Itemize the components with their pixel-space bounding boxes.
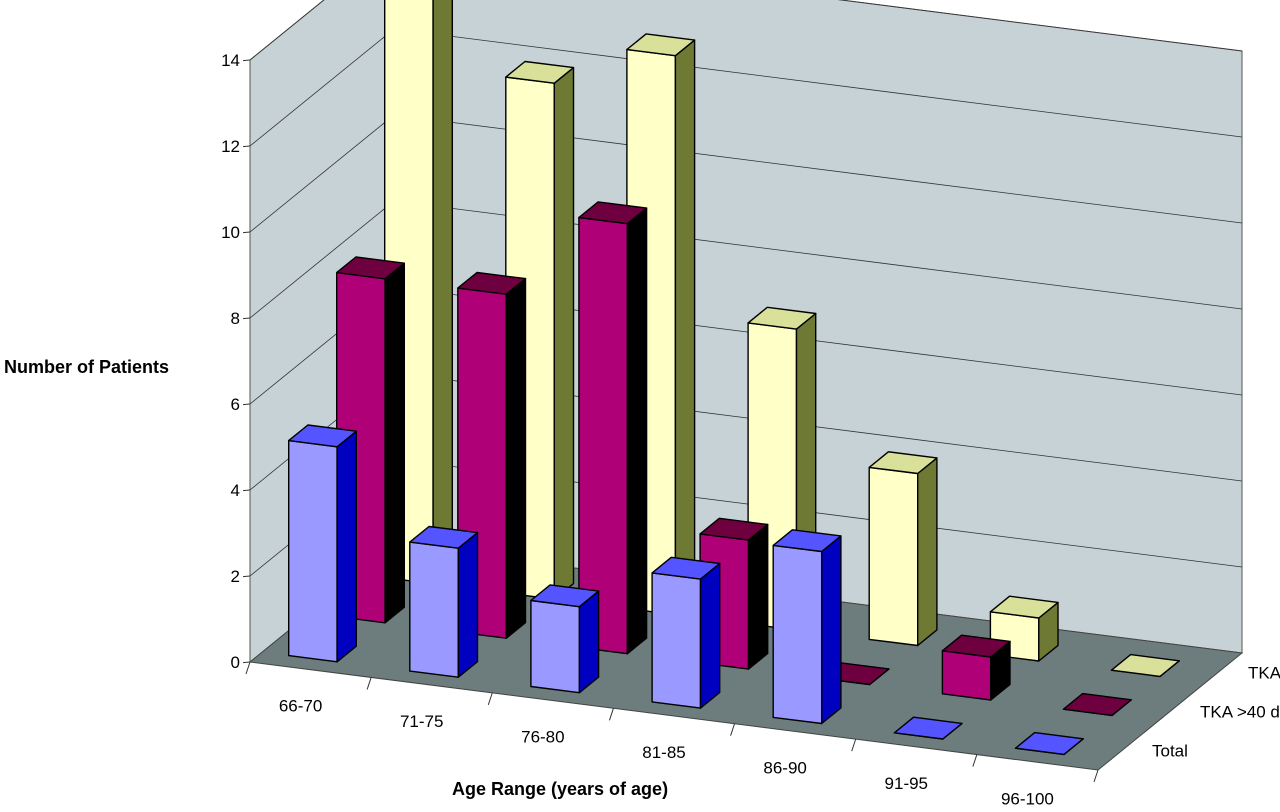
y-tick-mark [242, 317, 251, 320]
bar-total-96-100 [1110, 653, 1180, 678]
bar-tka-40-deg-66-70 [336, 256, 405, 624]
x-tick-label: 81-85 [642, 743, 685, 762]
bar-front [868, 466, 919, 647]
bar-side [384, 262, 405, 624]
bar-top [747, 306, 817, 330]
bar-top [989, 595, 1059, 619]
series-label: TKA <40 deg [1248, 664, 1280, 683]
x-tick-mark [972, 754, 978, 767]
x-tick-mark [1093, 769, 1099, 783]
y-tick-mark [242, 403, 251, 406]
x-tick-label: 96-100 [1001, 789, 1054, 808]
bar-total-91-95 [989, 595, 1059, 662]
bar-top [941, 634, 1011, 658]
x-tick-mark [245, 661, 251, 675]
x-tick-mark [730, 723, 736, 736]
bar-side [505, 277, 527, 639]
x-tick-mark [487, 692, 493, 706]
bar-tka-40-deg-96-100 [1062, 692, 1132, 717]
series-label: Total [1152, 742, 1188, 761]
x-tick-mark [608, 708, 614, 721]
bar-front [651, 572, 702, 709]
bar-tka-40-deg-76-80 [530, 584, 600, 694]
x-tick-label: 76-80 [521, 728, 564, 747]
y-axis-title: Number of Patients [4, 357, 169, 377]
bar-top [1062, 692, 1132, 717]
x-tick-mark [851, 738, 857, 752]
bar-top [868, 451, 938, 475]
bar-tka-40-deg-91-95 [893, 716, 963, 740]
x-axis-title: Age Range (years of age) [452, 779, 668, 799]
bar-top [505, 60, 575, 84]
y-tick-label: 6 [231, 395, 240, 414]
y-tick-label: 0 [231, 653, 240, 672]
bar-side [699, 562, 721, 709]
bar-front [578, 216, 629, 655]
gridline [249, 0, 1243, 61]
x-tick-mark [366, 677, 372, 690]
bar-tka-40-deg-81-85 [651, 556, 721, 709]
bar-side [674, 39, 696, 616]
y-tick-mark [242, 575, 251, 578]
bar-side [578, 590, 600, 694]
bar-side [747, 523, 769, 670]
bar-top [336, 256, 405, 280]
bar-top [772, 529, 842, 553]
bar-front [772, 544, 823, 725]
y-tick-label: 12 [221, 137, 240, 156]
bar-top [1110, 653, 1180, 678]
bar-side [917, 457, 938, 647]
bar-top [893, 716, 963, 740]
chart-labels: 0 2 4 6 8 10 12 14 66-70 71-75 76-80 81-85 86-90 91-9… [221, 51, 1280, 808]
bar-top [626, 33, 696, 57]
bar-side [821, 535, 842, 725]
bar-top [1014, 731, 1084, 756]
bar-top [699, 517, 769, 541]
y-tick-label: 10 [221, 223, 240, 242]
bar-front [530, 599, 581, 694]
bar-front [941, 650, 992, 701]
bar-tka-40-deg-66-70 [288, 424, 357, 663]
y-tick-mark [242, 489, 251, 492]
y-tick-mark [242, 661, 251, 664]
chart-bars [288, 0, 1180, 756]
bar-tka-40-deg-86-90 [772, 529, 842, 725]
y-tick-mark [242, 145, 251, 148]
y-tick-mark [242, 59, 251, 62]
x-tick-label: 71-75 [400, 712, 443, 731]
bar-top [457, 271, 527, 295]
bar-top [409, 525, 479, 549]
x-tick-label: 91-95 [885, 774, 928, 793]
bar-tka-40-deg-96-100 [1014, 731, 1084, 756]
y-tick-label: 2 [231, 567, 240, 586]
x-tick-label: 66-70 [279, 697, 322, 716]
bar-side [457, 531, 479, 678]
bar-top [578, 201, 648, 225]
bar-tka-40-deg-76-80 [578, 201, 648, 655]
x-tick-label: 86-90 [763, 758, 806, 777]
bar-side [553, 66, 575, 600]
y-tick-label: 4 [231, 481, 240, 500]
bar-top [651, 556, 721, 580]
bar-side [336, 430, 357, 663]
y-tick-mark [242, 231, 251, 234]
bar-side [432, 0, 453, 585]
bar-top [530, 584, 600, 608]
bar-top [288, 424, 357, 448]
y-tick-label: 8 [231, 309, 240, 328]
bar-total-86-90 [868, 451, 938, 647]
bar-side [626, 207, 648, 655]
y-tick-label: 14 [221, 51, 240, 70]
bar-tka-40-deg-71-75 [409, 525, 479, 678]
bar-tka-40-deg-91-95 [941, 634, 1011, 701]
series-label: TKA >40 deg [1200, 703, 1280, 722]
bar-front [288, 439, 338, 663]
bar-front [409, 541, 459, 678]
